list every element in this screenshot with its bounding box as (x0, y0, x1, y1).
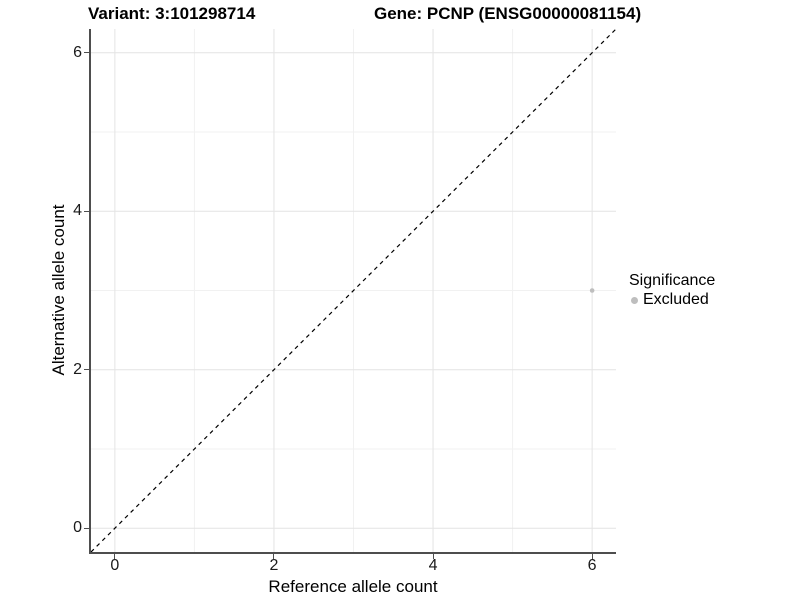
data-point (589, 288, 595, 293)
y-axis-tick-mark (84, 369, 89, 371)
x-axis-tick-label: 6 (587, 557, 597, 574)
plot-title-variant: Variant: 3:101298714 (88, 4, 256, 23)
legend-item-excluded: Excluded (629, 291, 715, 309)
x-axis-tick-label: 4 (428, 557, 438, 574)
plot-title-gene: Gene: PCNP (ENSG00000081154) (374, 4, 642, 23)
y-axis-tick-label: 0 (73, 519, 82, 537)
legend-point-icon (631, 296, 638, 304)
legend-title: Significance (629, 272, 716, 289)
y-axis-tick-mark (84, 52, 89, 54)
x-axis-tick-mark (432, 554, 434, 559)
x-axis-tick-label: 2 (269, 557, 279, 574)
y-axis-tick-mark (84, 210, 89, 212)
x-axis-tick-mark (591, 554, 593, 559)
legend: Significance Excluded (629, 272, 715, 309)
x-axis-tick-mark (114, 554, 116, 559)
x-axis-tick-label: 0 (110, 557, 120, 574)
y-axis-tick-label: 6 (73, 43, 82, 61)
y-axis-tick-label: 2 (73, 360, 82, 378)
x-axis-title: Reference allele count (268, 577, 438, 596)
legend-item-label: Excluded (643, 291, 709, 308)
x-axis-tick-mark (273, 554, 275, 559)
plot-panel (89, 29, 616, 554)
plot-area-svg (91, 29, 616, 552)
y-axis-tick-mark (84, 527, 89, 529)
y-axis-tick-label: 4 (73, 202, 82, 220)
identity-dashed-line (91, 29, 616, 552)
y-axis-title: Alternative allele count (49, 204, 68, 376)
